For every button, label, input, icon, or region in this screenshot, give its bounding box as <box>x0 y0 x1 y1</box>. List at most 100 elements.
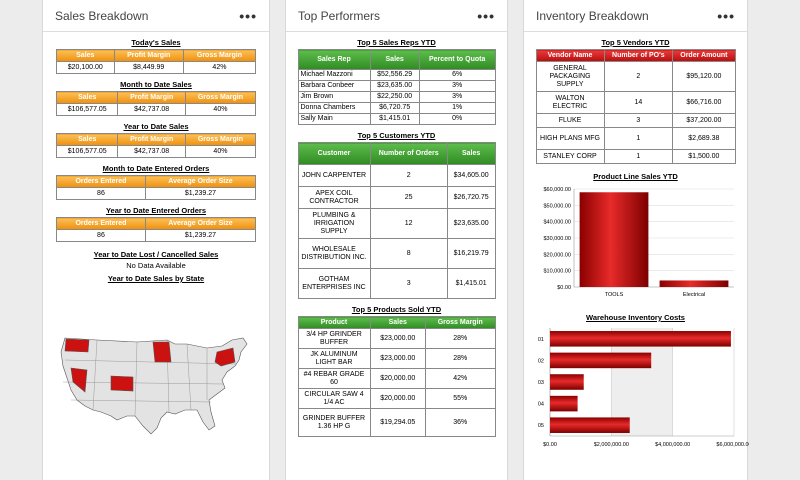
cell: GOTHAM ENTERPRISES INC <box>298 269 370 299</box>
more-menu-icon[interactable]: ••• <box>717 12 735 20</box>
cell: Michael Mazzoni <box>298 70 370 81</box>
top-vendors-table: Vendor Name Number of PO's Order Amount … <box>536 49 736 164</box>
col-header: Sales <box>57 50 115 62</box>
cell: 1% <box>419 103 495 114</box>
cell: Barbara Conbeer <box>298 81 370 92</box>
cell: JK ALUMINUM LIGHT BAR <box>298 349 370 369</box>
col-header: Sales <box>57 92 118 104</box>
cell: 36% <box>426 409 496 437</box>
cell: 14 <box>604 92 673 114</box>
col-header: Sales <box>370 50 419 70</box>
cell: GRINDER BUFFER 1.36 HP G <box>298 409 370 437</box>
cell: $8,449.99 <box>114 62 183 74</box>
cell: #4 REBAR GRADE 60 <box>298 369 370 389</box>
bar <box>660 280 729 287</box>
cell: $1,415.01 <box>447 269 495 299</box>
sales-breakdown-panel: Sales Breakdown ••• Today's Sales Sales … <box>42 0 270 480</box>
panel-header: Top Performers ••• <box>286 0 507 32</box>
cell: 1 <box>604 150 673 164</box>
cell: 86 <box>57 230 146 242</box>
cell: HIGH PLANS MFG <box>536 128 604 150</box>
bar <box>550 331 731 347</box>
more-menu-icon[interactable]: ••• <box>239 12 257 20</box>
panel-title: Inventory Breakdown <box>536 9 649 23</box>
col-header: Average Order Size <box>145 218 255 230</box>
cell: $52,556.29 <box>370 70 419 81</box>
cell: Sally Main <box>298 114 370 125</box>
top-reps-title: Top 5 Sales Reps YTD <box>286 38 507 47</box>
y-tick-label: $60,000.00 <box>543 187 571 193</box>
cell: 2 <box>604 62 673 92</box>
col-header: Profit Margin <box>114 50 183 62</box>
us-sales-map[interactable] <box>57 330 257 440</box>
top-performers-panel: Top Performers ••• Top 5 Sales Reps YTD … <box>285 0 508 480</box>
y-tick-label: $10,000.00 <box>543 269 571 275</box>
cell: 3% <box>419 92 495 103</box>
x-tick-label: $4,000,000.00 <box>655 442 690 448</box>
col-header: Average Order Size <box>145 176 255 188</box>
cell: GENERAL PACKAGING SUPPLY <box>536 62 604 92</box>
bar <box>550 374 584 390</box>
cell: $6,720.75 <box>370 103 419 114</box>
cell: 2 <box>370 165 447 187</box>
x-tick-label: $2,000,000.00 <box>594 442 629 448</box>
cell: 0% <box>419 114 495 125</box>
bar <box>550 353 651 369</box>
y-tick-label: 03 <box>538 380 544 386</box>
col-header: Customer <box>298 143 370 165</box>
product-line-sales-chart: $0.00$10,000.00$20,000.00$30,000.00$40,0… <box>524 183 749 308</box>
ytd-sales-table: Sales Profit Margin Gross Margin $106,57… <box>56 133 256 158</box>
cell: $34,605.00 <box>447 165 495 187</box>
cell: 86 <box>57 188 146 200</box>
col-header: Orders Entered <box>57 176 146 188</box>
cell: WHOLESALE DISTRIBUTION INC. <box>298 239 370 269</box>
warehouse-inventory-chart: $0.00 $2,000,000.00 $4,000,000.00 $6,000,00… <box>524 324 749 464</box>
x-tick-label: Electrical <box>683 292 705 298</box>
x-tick-label: $6,000,000.00 <box>716 442 749 448</box>
panel-title: Top Performers <box>298 9 380 23</box>
cell: $42,737.08 <box>118 146 185 158</box>
bar <box>550 417 630 433</box>
cell: 1 <box>604 128 673 150</box>
cell: $23,635.00 <box>447 209 495 239</box>
cell: $106,577.05 <box>57 146 118 158</box>
y-tick-label: 05 <box>538 423 544 429</box>
state-minnesota <box>153 342 171 362</box>
top-products-title: Top 5 Products Sold YTD <box>286 305 507 314</box>
cell: 40% <box>185 104 255 116</box>
col-header: Gross Margin <box>185 92 255 104</box>
cell: 25 <box>370 187 447 209</box>
cell: $2,689.38 <box>673 128 735 150</box>
col-header: Percent to Quota <box>419 50 495 70</box>
col-header: Number of Orders <box>370 143 447 165</box>
cell: CIRCULAR SAW 4 1/4 AC <box>298 389 370 409</box>
inventory-breakdown-panel: Inventory Breakdown ••• Top 5 Vendors YT… <box>523 0 748 480</box>
mtd-sales-table: Sales Profit Margin Gross Margin $106,57… <box>56 91 256 116</box>
cell: $66,716.00 <box>673 92 735 114</box>
more-menu-icon[interactable]: ••• <box>477 12 495 20</box>
cell: $95,120.00 <box>673 62 735 92</box>
col-header: Gross Margin <box>426 317 496 329</box>
warehouse-chart-title: Warehouse Inventory Costs <box>524 313 747 322</box>
cell: STANLEY CORP <box>536 150 604 164</box>
cell: 3/4 HP GRINDER BUFFER <box>298 329 370 349</box>
cell: 6% <box>419 70 495 81</box>
top-vendors-title: Top 5 Vendors YTD <box>524 38 747 47</box>
col-header: Profit Margin <box>118 134 185 146</box>
y-tick-label: $50,000.00 <box>543 203 571 209</box>
cell: $37,200.00 <box>673 114 735 128</box>
cell: 3 <box>370 269 447 299</box>
col-header: Sales <box>57 134 118 146</box>
state-washington <box>65 339 89 352</box>
y-tick-label: 02 <box>538 358 544 364</box>
mtd-sales-title: Month to Date Sales <box>43 80 269 89</box>
y-tick-label: $0.00 <box>557 285 571 291</box>
col-header: Sales Rep <box>298 50 370 70</box>
top-products-table: Product Sales Gross Margin 3/4 HP GRINDE… <box>298 316 496 437</box>
cell: 12 <box>370 209 447 239</box>
cell: $1,500.00 <box>673 150 735 164</box>
cell: $1,239.27 <box>145 230 255 242</box>
bar <box>580 192 649 287</box>
cell: $23,635.00 <box>370 81 419 92</box>
cell: 42% <box>426 369 496 389</box>
